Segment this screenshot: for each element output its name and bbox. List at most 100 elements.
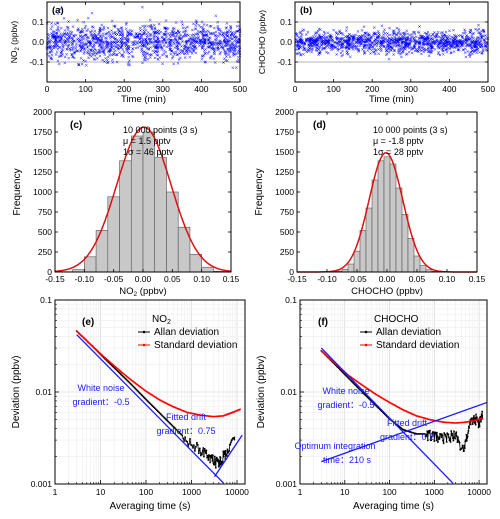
y-axis-label: Deviation (ppbv) <box>11 356 22 429</box>
x-tick-label: -0.05 <box>347 274 367 284</box>
x-axis-label: Averaging time (s) <box>110 501 191 512</box>
x-tick-label: 10000 <box>467 487 491 497</box>
histogram-bar <box>201 266 214 273</box>
stats-annotation: 10 000 points (3 s) <box>123 125 198 135</box>
histogram-bar <box>359 230 367 273</box>
drift-fit-line <box>213 434 243 478</box>
y-axis-label: CHOCHO (ppbv) <box>257 10 267 74</box>
panel-b <box>294 21 490 63</box>
panel-label: (f) <box>318 317 328 328</box>
x-axis-label: NO2 (ppbv) <box>119 286 166 298</box>
legend-title-subscript: 2 <box>167 319 171 326</box>
x-tick-label: 0.00 <box>379 274 396 284</box>
panel-c <box>54 126 232 273</box>
x-tick-label: 0.05 <box>164 274 181 284</box>
standard-deviation-points <box>75 330 241 418</box>
x-tick-label: 1000 <box>425 487 444 497</box>
stats-annotation: μ = 1.5 pptv <box>123 136 171 146</box>
x-tick-label: 1000 <box>182 487 201 497</box>
y-tick-label: 2000 <box>275 107 294 117</box>
legend-label: Allan deviation <box>376 327 441 338</box>
fit-annotation: Optimum integration <box>294 441 375 451</box>
legend-marker <box>142 343 146 347</box>
y-axis-label: NO2 (ppbv) <box>9 21 21 64</box>
histogram-bar <box>189 254 202 273</box>
histogram-bar <box>347 263 355 273</box>
white-noise-fit-line <box>320 347 454 484</box>
y-tick-label: 1250 <box>33 167 52 177</box>
histogram-bar <box>371 179 379 273</box>
histogram-bar <box>383 156 391 273</box>
data-points <box>45 5 242 70</box>
fit-annotation: White noise <box>322 386 369 396</box>
y-tick-label: 1000 <box>275 187 294 197</box>
x-tick-label: 0 <box>45 84 50 94</box>
x-tick-label: 0.10 <box>439 274 456 284</box>
y-tick-label: 0.01 <box>280 387 297 397</box>
y-tick-label: 1250 <box>275 167 294 177</box>
y-axis-label-main: NO <box>9 50 19 63</box>
legend-title: NO2 <box>152 314 171 326</box>
histogram-bar <box>84 256 97 273</box>
y-tick-label: 0.01 <box>35 387 52 397</box>
stats-annotation: 10 000 points (3 s) <box>373 125 448 135</box>
histogram-bar <box>353 250 361 273</box>
x-tick-label: 0.15 <box>223 274 240 284</box>
x-tick-label: 400 <box>194 84 208 94</box>
legend-title-main: CHOCHO <box>374 314 419 325</box>
y-tick-label: 0 <box>47 267 52 277</box>
plot-area <box>55 300 245 484</box>
stats-annotation: 1σ = 46 pptv <box>123 147 174 157</box>
x-tick-label: 0.10 <box>193 274 210 284</box>
histogram-bar <box>377 160 385 273</box>
x-axis-label-subscript: 2 <box>134 291 138 298</box>
x-tick-label: 200 <box>365 84 379 94</box>
y-tick-label: 750 <box>38 207 52 217</box>
y-tick-label: 0.1 <box>32 17 44 27</box>
y-tick-label: 750 <box>280 207 294 217</box>
panel-d <box>297 152 477 273</box>
legend-label: Standard deviation <box>154 340 237 351</box>
y-axis-label: Frequency <box>254 168 265 215</box>
x-tick-label: 400 <box>442 84 456 94</box>
legend-marker <box>364 330 368 334</box>
y-tick-label: 1500 <box>275 147 294 157</box>
x-axis-label-main: CHOCHO (ppbv) <box>351 286 423 297</box>
y-tick-label: 2000 <box>33 107 52 117</box>
plot-area <box>300 300 487 484</box>
y-tick-label: 0 <box>289 267 294 277</box>
y-tick-label: 0.0 <box>32 37 44 47</box>
histogram-bar <box>119 160 132 273</box>
histogram-bar <box>419 265 427 273</box>
fit-annotation: gradient：-0.5 <box>72 397 129 407</box>
x-tick-label: 0.05 <box>409 274 426 284</box>
y-tick-label: 0.1 <box>280 17 292 27</box>
histogram-bar <box>365 207 373 273</box>
stats-annotation: μ = -1.8 pptv <box>373 136 424 146</box>
y-tick-label: -0.1 <box>277 57 292 67</box>
x-tick-label: -0.15 <box>287 274 307 284</box>
panel-f <box>300 300 487 484</box>
x-axis-label-unit: (ppbv) <box>137 286 167 297</box>
x-tick-label: 100 <box>139 487 153 497</box>
y-tick-label: 1000 <box>33 187 52 197</box>
y-tick-label: 250 <box>38 247 52 257</box>
x-tick-label: 0.00 <box>135 274 152 284</box>
x-tick-label: 200 <box>117 84 131 94</box>
legend-title: CHOCHO <box>374 314 419 325</box>
x-tick-label: 500 <box>481 84 495 94</box>
legend-marker <box>364 343 368 347</box>
x-tick-label: 10 <box>340 487 350 497</box>
x-tick-label: 10 <box>96 487 106 497</box>
x-tick-label: -0.15 <box>45 274 65 284</box>
x-axis-label: Time (min) <box>121 94 166 105</box>
legend-marker <box>142 330 146 334</box>
histogram-bar <box>407 238 415 273</box>
x-tick-label: 500 <box>233 84 247 94</box>
fit-annotation: gradient：0.2 <box>380 432 434 442</box>
legend-title-main: NO <box>152 314 167 325</box>
y-axis-label-unit: (ppbv) <box>9 21 19 48</box>
y-tick-label: -0.1 <box>29 57 44 67</box>
y-tick-label: 1750 <box>33 127 52 137</box>
x-tick-label: -0.10 <box>317 274 337 284</box>
